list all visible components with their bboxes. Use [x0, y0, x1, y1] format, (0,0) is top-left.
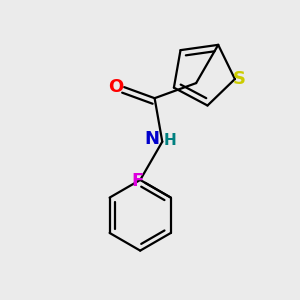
Text: O: O — [108, 78, 123, 96]
Text: N: N — [145, 130, 160, 148]
Text: F: F — [132, 172, 144, 190]
Text: S: S — [233, 70, 246, 88]
Text: H: H — [163, 133, 176, 148]
